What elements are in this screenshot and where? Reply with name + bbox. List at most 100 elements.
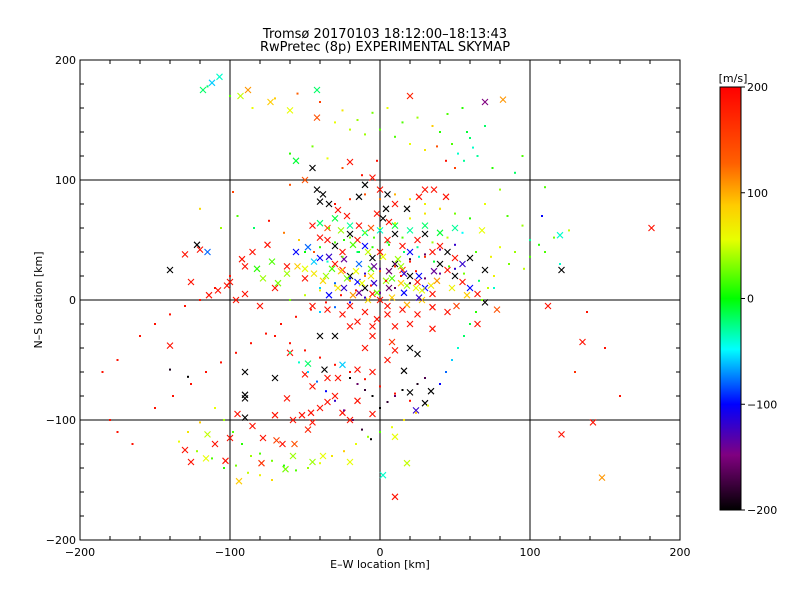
scatter-point-x: [316, 219, 324, 227]
scatter-point-x: [474, 320, 481, 328]
scatter-point-dot: [568, 229, 570, 232]
scatter-point-dot: [439, 131, 441, 133]
scatter-point-x: [259, 275, 267, 282]
scatter-point-dot: [319, 462, 321, 465]
scatter-point-x: [370, 263, 378, 270]
scatter-point-dot: [116, 431, 119, 433]
scatter-point-x: [403, 205, 411, 213]
scatter-point-dot: [476, 155, 479, 157]
scatter-point-x: [301, 265, 309, 273]
scatter-point-x: [376, 296, 384, 304]
scatter-point-dot: [253, 227, 255, 229]
scatter-point-x: [346, 158, 354, 166]
scatter-point-x: [406, 272, 414, 280]
y-tick-label: −100: [46, 414, 76, 427]
scatter-point-dot: [431, 125, 434, 127]
scatter-point-dot: [484, 203, 486, 205]
scatter-point-dot: [352, 419, 354, 421]
scatter-point-x: [481, 98, 489, 106]
scatter-point-dot: [358, 251, 360, 253]
scatter-point-dot: [169, 313, 171, 316]
scatter-point-dot: [463, 159, 465, 162]
scatter-point-dot: [454, 267, 456, 270]
scatter-point-dot: [250, 455, 252, 457]
scatter-point-dot: [457, 347, 459, 349]
scatter-point-dot: [356, 119, 359, 121]
scatter-point-x: [268, 258, 276, 265]
scatter-point-x: [309, 302, 316, 310]
scatter-point-dot: [451, 359, 453, 361]
scatter-point-x: [379, 253, 387, 261]
scatter-point-x: [274, 279, 282, 287]
scatter-point-x: [316, 198, 324, 205]
scatter-point-x: [304, 360, 312, 367]
scatter-point-dot: [370, 438, 372, 441]
scatter-point-dot: [199, 299, 201, 301]
scatter-point-x: [384, 356, 391, 364]
scatter-point-x: [313, 114, 321, 121]
scatter-point-x: [187, 458, 195, 466]
scatter-point-x: [313, 186, 321, 193]
scatter-point-dot: [364, 389, 366, 391]
scatter-point-dot: [349, 277, 351, 280]
scatter-point-dot: [394, 395, 396, 397]
scatter-point-x: [444, 248, 451, 256]
scatter-point-x: [355, 193, 363, 201]
scatter-point-x: [237, 92, 244, 100]
scatter-point-dot: [184, 305, 186, 307]
scatter-point-dot: [154, 407, 156, 409]
scatter-point-dot: [478, 279, 480, 282]
scatter-point-x: [367, 224, 375, 232]
scatter-point-dot: [349, 279, 351, 282]
scatter-point-x: [222, 457, 229, 465]
scatter-point-x: [391, 222, 399, 229]
scatter-point-x: [394, 255, 402, 263]
scatter-point-dot: [199, 421, 201, 424]
scatter-point-dot: [416, 246, 419, 249]
scatter-point-dot: [394, 265, 396, 268]
x-tick-label: −200: [65, 546, 95, 559]
scatter-point-x: [334, 206, 342, 214]
scatter-point-dot: [514, 171, 516, 174]
scatter-point-dot: [325, 390, 327, 393]
scatter-point-x: [418, 287, 426, 294]
scatter-point-dot: [265, 332, 267, 335]
scatter-point-dot: [379, 407, 381, 409]
scatter-point-x: [324, 398, 331, 406]
scatter-point-dot: [274, 97, 276, 100]
scatter-point-x: [354, 397, 361, 405]
scatter-point-x: [406, 227, 414, 234]
scatter-point-x: [324, 374, 331, 382]
scatter-point-x: [391, 230, 399, 238]
scatter-point-dot: [274, 335, 276, 337]
scatter-point-x: [337, 227, 345, 234]
chart-title: Tromsø 20170103 18:12:00–18:13:43: [262, 27, 507, 42]
scatter-point-dot: [304, 349, 306, 352]
scatter-point-dot: [401, 236, 404, 239]
scatter-point-dot: [521, 155, 524, 157]
scatter-point-dot: [424, 253, 426, 256]
scatter-point-dot: [439, 383, 441, 385]
scatter-point-x: [388, 294, 396, 301]
scatter-point-x: [355, 222, 363, 229]
scatter-point-x: [403, 459, 411, 467]
scatter-point-dot: [196, 450, 198, 453]
scatter-point-x: [397, 279, 405, 287]
scatter-point-x: [481, 266, 489, 274]
scatter-point-x: [412, 284, 420, 292]
scatter-point-x: [384, 302, 391, 310]
scatter-point-x: [415, 193, 423, 201]
scatter-point-dot: [409, 282, 411, 285]
scatter-point-x: [238, 255, 246, 263]
scatter-point-dot: [364, 378, 366, 381]
scatter-point-dot: [439, 207, 441, 210]
scatter-point-dot: [466, 131, 468, 133]
scatter-point-dot: [169, 368, 171, 371]
scatter-point-dot: [331, 455, 333, 457]
scatter-point-dot: [349, 371, 351, 373]
scatter-point-x: [369, 323, 376, 330]
scatter-point-dot: [319, 101, 321, 103]
scatter-point-dot: [514, 251, 516, 253]
scatter-point-x: [301, 176, 309, 184]
scatter-point-dot: [343, 450, 345, 453]
